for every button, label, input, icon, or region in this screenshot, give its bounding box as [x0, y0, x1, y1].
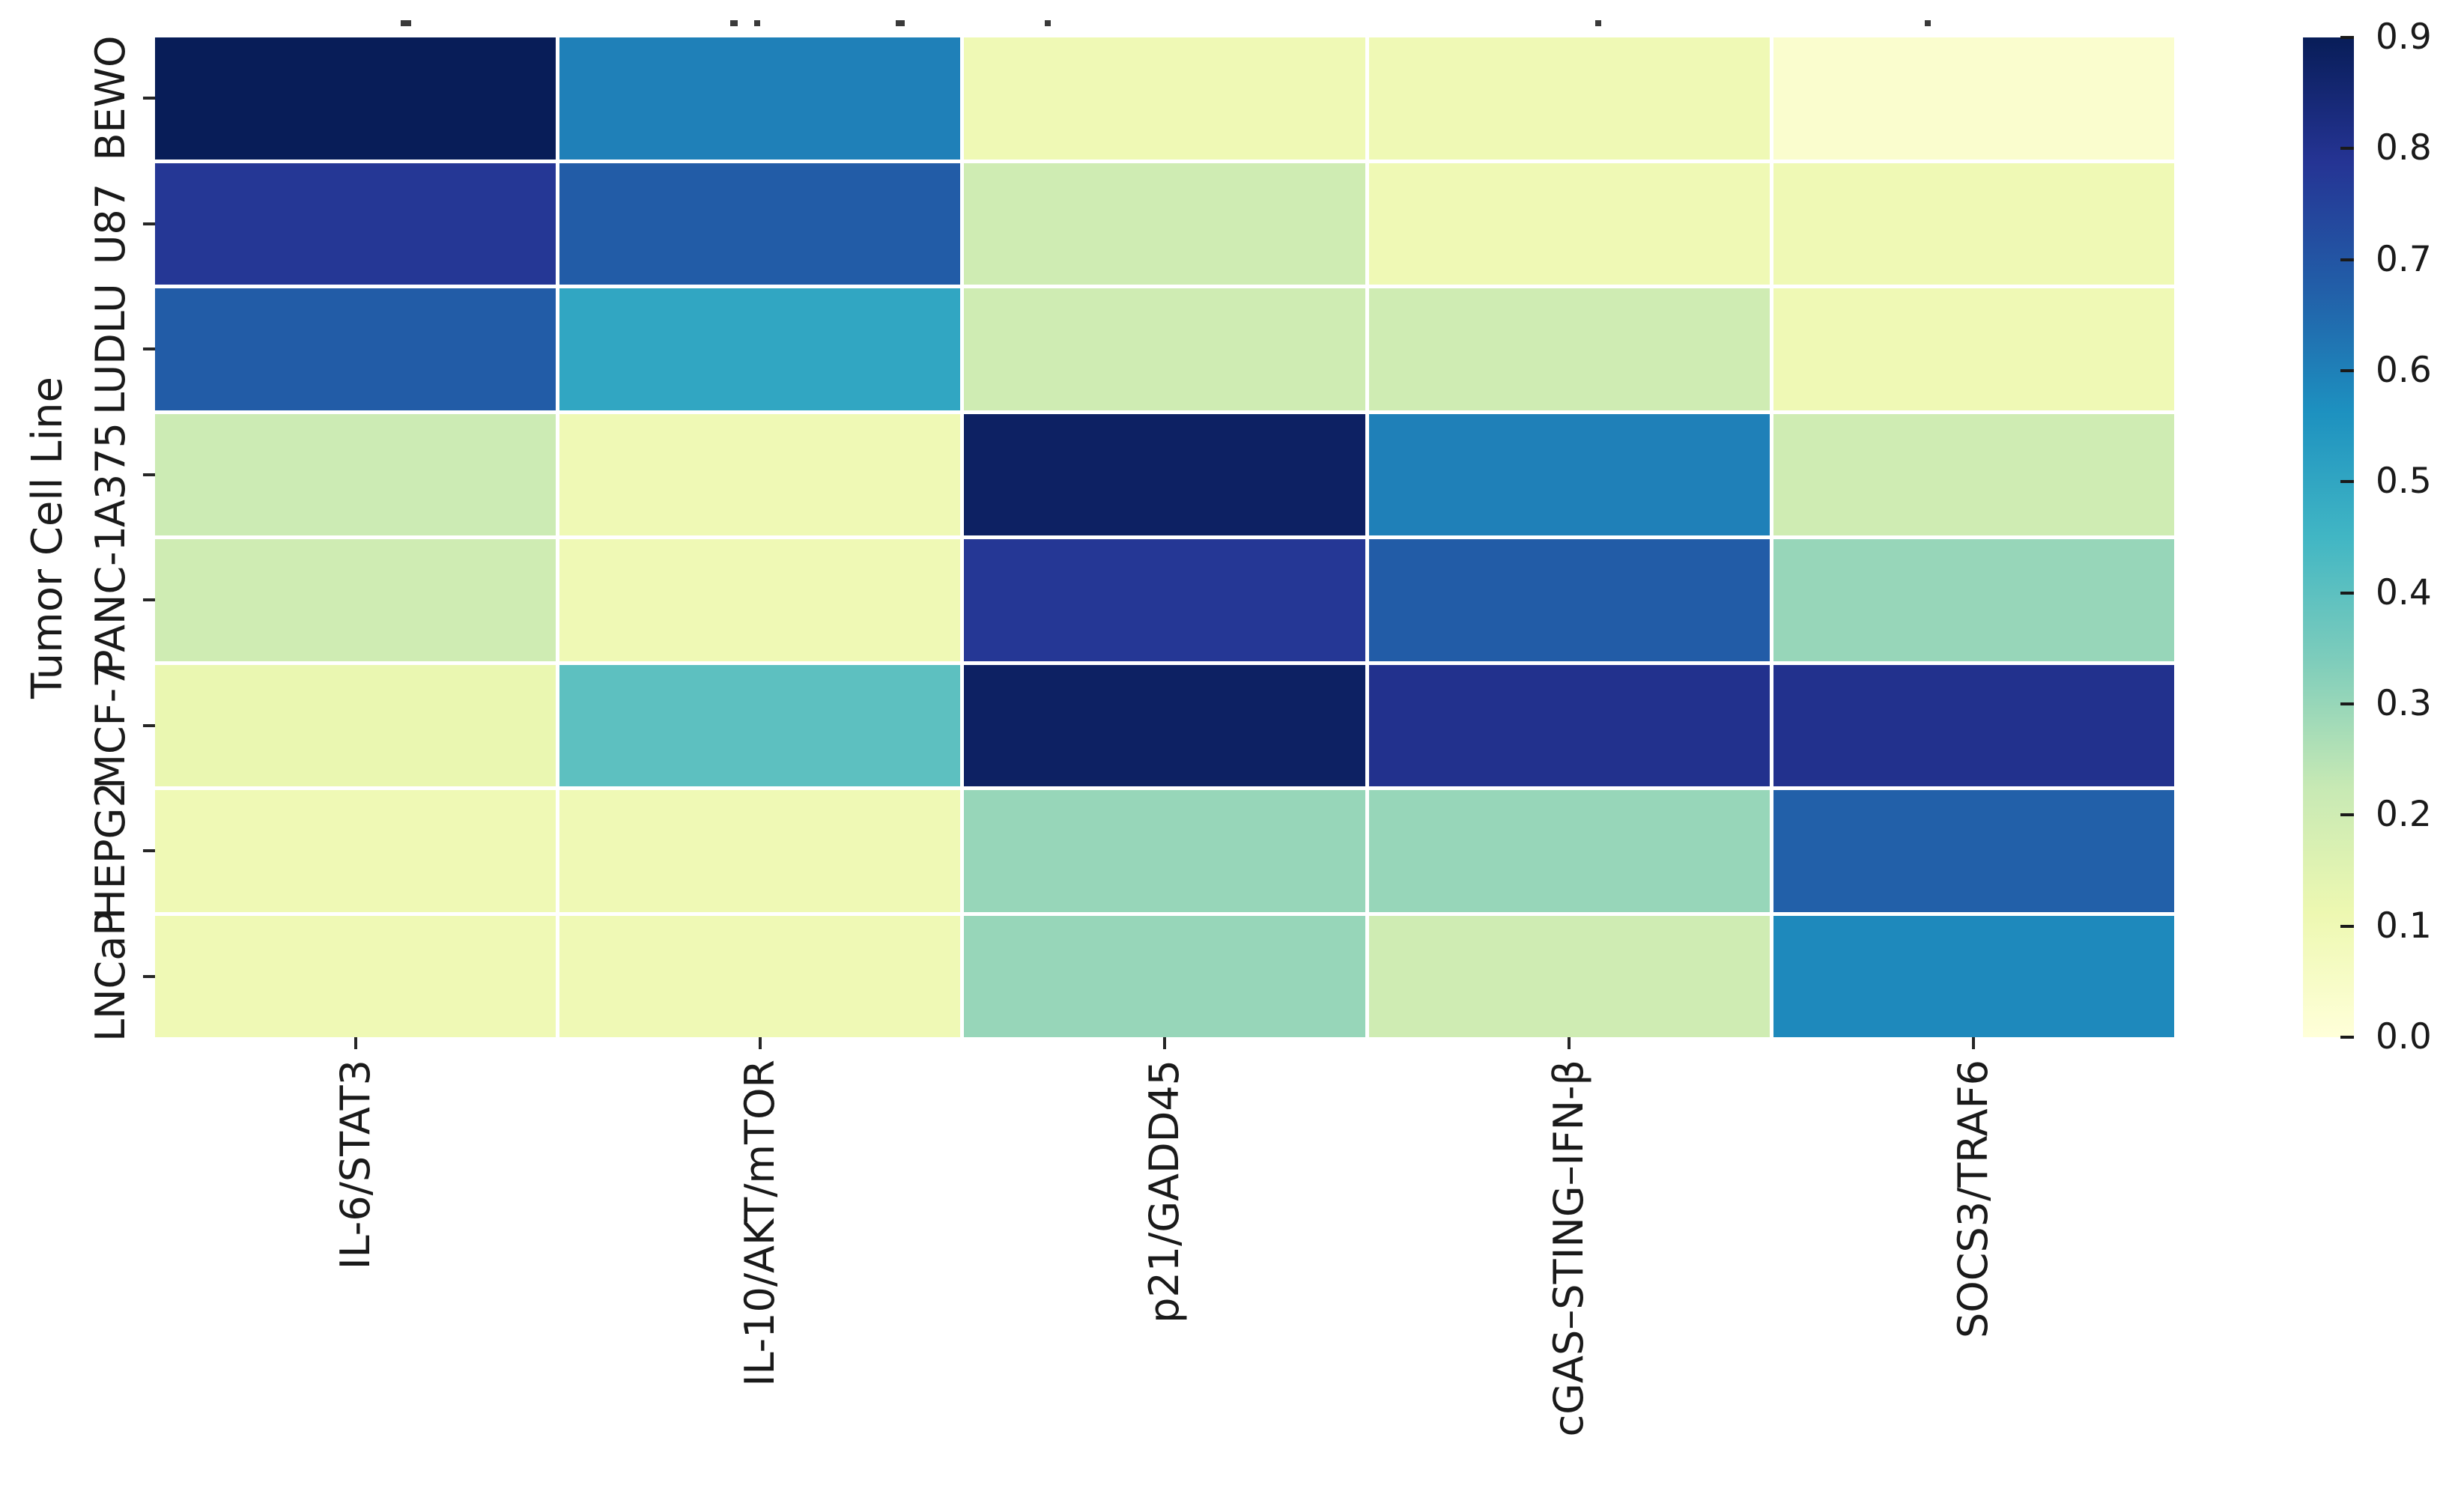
heatmap-cell [1773, 413, 2174, 535]
x-tick-label: SOCS3/TRAF6 [1949, 1060, 1997, 1338]
x-tick-label: IL-10/AKT/mTOR [735, 1060, 783, 1387]
y-axis-tick [143, 97, 155, 100]
clipped-title-remnant [730, 20, 738, 26]
heatmap-cell [1368, 288, 1770, 410]
x-tick-label: cGAS–STING–IFN-β [1545, 1060, 1593, 1437]
colorbar-tick-label: 0.2 [2376, 794, 2432, 836]
clipped-title-remnant [401, 20, 411, 26]
heatmap-cell [1368, 413, 1770, 535]
clipped-title-remnant [1925, 20, 1931, 26]
heatmap-cell [1368, 539, 1770, 661]
heatmap-cell [559, 413, 961, 535]
colorbar-tick-label: 0.7 [2376, 238, 2432, 280]
colorbar-tick [2340, 147, 2354, 151]
heatmap-cell [964, 288, 1365, 410]
heatmap-cell [964, 915, 1365, 1037]
colorbar-tick [2340, 924, 2354, 928]
heatmap-cell [155, 915, 556, 1037]
clipped-title-remnant [754, 20, 760, 26]
y-axis-tick [143, 473, 155, 476]
heatmap-cell [1368, 37, 1770, 160]
colorbar-gradient [2303, 37, 2354, 1037]
heatmap-cell [155, 163, 556, 285]
y-axis-tick [143, 222, 155, 225]
x-axis-tick [1163, 1037, 1166, 1049]
heatmap-cell [1773, 790, 2174, 912]
x-axis-tick [758, 1037, 762, 1049]
heatmap-cell [964, 413, 1365, 535]
colorbar-tick-label: 0.4 [2376, 571, 2432, 613]
heatmap-cell [964, 163, 1365, 285]
heatmap-cell [1773, 288, 2174, 410]
heatmap-cell [964, 790, 1365, 912]
heatmap-cell [155, 539, 556, 661]
heatmap-cell [964, 37, 1365, 160]
heatmap-cell [559, 915, 961, 1037]
colorbar-tick-label: 0.3 [2376, 683, 2432, 724]
colorbar-tick-label: 0.0 [2376, 1016, 2432, 1057]
heatmap-cell [155, 413, 556, 535]
heatmap-cell [964, 664, 1365, 786]
x-tick-label: p21/GADD45 [1141, 1060, 1188, 1323]
heatmap-cell [559, 664, 961, 786]
colorbar-tick-label: 0.9 [2376, 16, 2432, 58]
colorbar-tick-label: 0.6 [2376, 350, 2432, 391]
heatmap-cell [964, 539, 1365, 661]
heatmap-cell [1368, 664, 1770, 786]
heatmap-cell [1368, 915, 1770, 1037]
x-tick-label: IL-6/STAT3 [331, 1060, 379, 1270]
heatmap-cell [1773, 163, 2174, 285]
y-axis-tick [143, 723, 155, 727]
heatmap-cell [155, 37, 556, 160]
colorbar-tick [2340, 480, 2354, 484]
heatmap-cell [1368, 790, 1770, 912]
heatmap-cell [1773, 539, 2174, 661]
clipped-title-remnant [896, 20, 905, 26]
x-axis-tick [1568, 1037, 1571, 1049]
heatmap-cell [559, 163, 961, 285]
colorbar-tick-label: 0.5 [2376, 461, 2432, 502]
heatmap-cell [1773, 37, 2174, 160]
colorbar-tick [2340, 591, 2354, 595]
x-axis-tick [1972, 1037, 1976, 1049]
colorbar-tick [2340, 36, 2354, 39]
heatmap-cell [559, 288, 961, 410]
heatmap-cell [1773, 915, 2174, 1037]
y-axis-label: Tumor Cell Line [23, 376, 72, 699]
colorbar-tick [2340, 702, 2354, 705]
clipped-title-remnant [1045, 20, 1051, 26]
y-axis-tick [143, 347, 155, 351]
y-tick-label: LNCaP [87, 911, 134, 1042]
heatmap-cell [1368, 163, 1770, 285]
y-axis-tick [143, 849, 155, 853]
heatmap-cell [1773, 664, 2174, 786]
heatmap-cell [155, 664, 556, 786]
y-axis-tick [143, 598, 155, 602]
y-axis-tick [143, 974, 155, 978]
colorbar-tick [2340, 369, 2354, 372]
heatmap-cell [155, 288, 556, 410]
colorbar-tick [2340, 813, 2354, 817]
x-axis-tick [353, 1037, 357, 1049]
colorbar-tick-label: 0.1 [2376, 905, 2432, 947]
colorbar-tick-label: 0.8 [2376, 127, 2432, 169]
heatmap-plot-area [155, 37, 2174, 1037]
heatmap-cell [155, 790, 556, 912]
colorbar-tick [2340, 258, 2354, 261]
heatmap-cell [559, 37, 961, 160]
heatmap-cell [559, 790, 961, 912]
colorbar-tick [2340, 1036, 2354, 1039]
clipped-title-remnant [1595, 20, 1601, 26]
heatmap-cell [559, 539, 961, 661]
